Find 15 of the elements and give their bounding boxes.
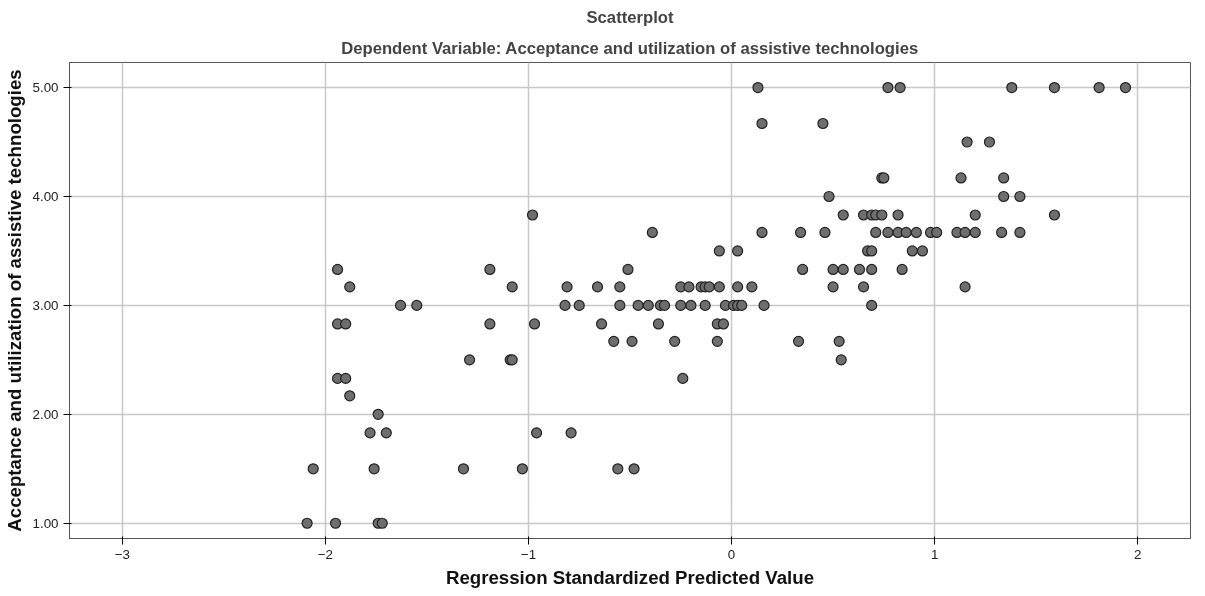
y-axis-title: Acceptance and utilization of assistive technologies <box>3 69 25 532</box>
x-tick-label: 2 <box>1133 546 1142 562</box>
x-tick-label: 0 <box>727 546 736 562</box>
x-tick-label: −2 <box>317 546 333 562</box>
chart-title: Scatterplot <box>586 7 674 27</box>
y-tick-label: 5.00 <box>32 80 59 96</box>
y-tick-label: 4.00 <box>32 188 59 204</box>
y-tick-label: 3.00 <box>32 297 59 313</box>
y-tick-label: 1.00 <box>32 515 59 531</box>
y-tick-label: 2.00 <box>32 406 59 422</box>
x-tick-label: −3 <box>114 546 130 562</box>
x-tick-label: 1 <box>930 546 939 562</box>
chart-subtitle: Dependent Variable: Acceptance and utilization of assistive technologies <box>341 38 919 58</box>
x-tick-label: −1 <box>520 546 537 562</box>
x-axis-title: Regression Standardized Predicted Value <box>445 566 815 588</box>
